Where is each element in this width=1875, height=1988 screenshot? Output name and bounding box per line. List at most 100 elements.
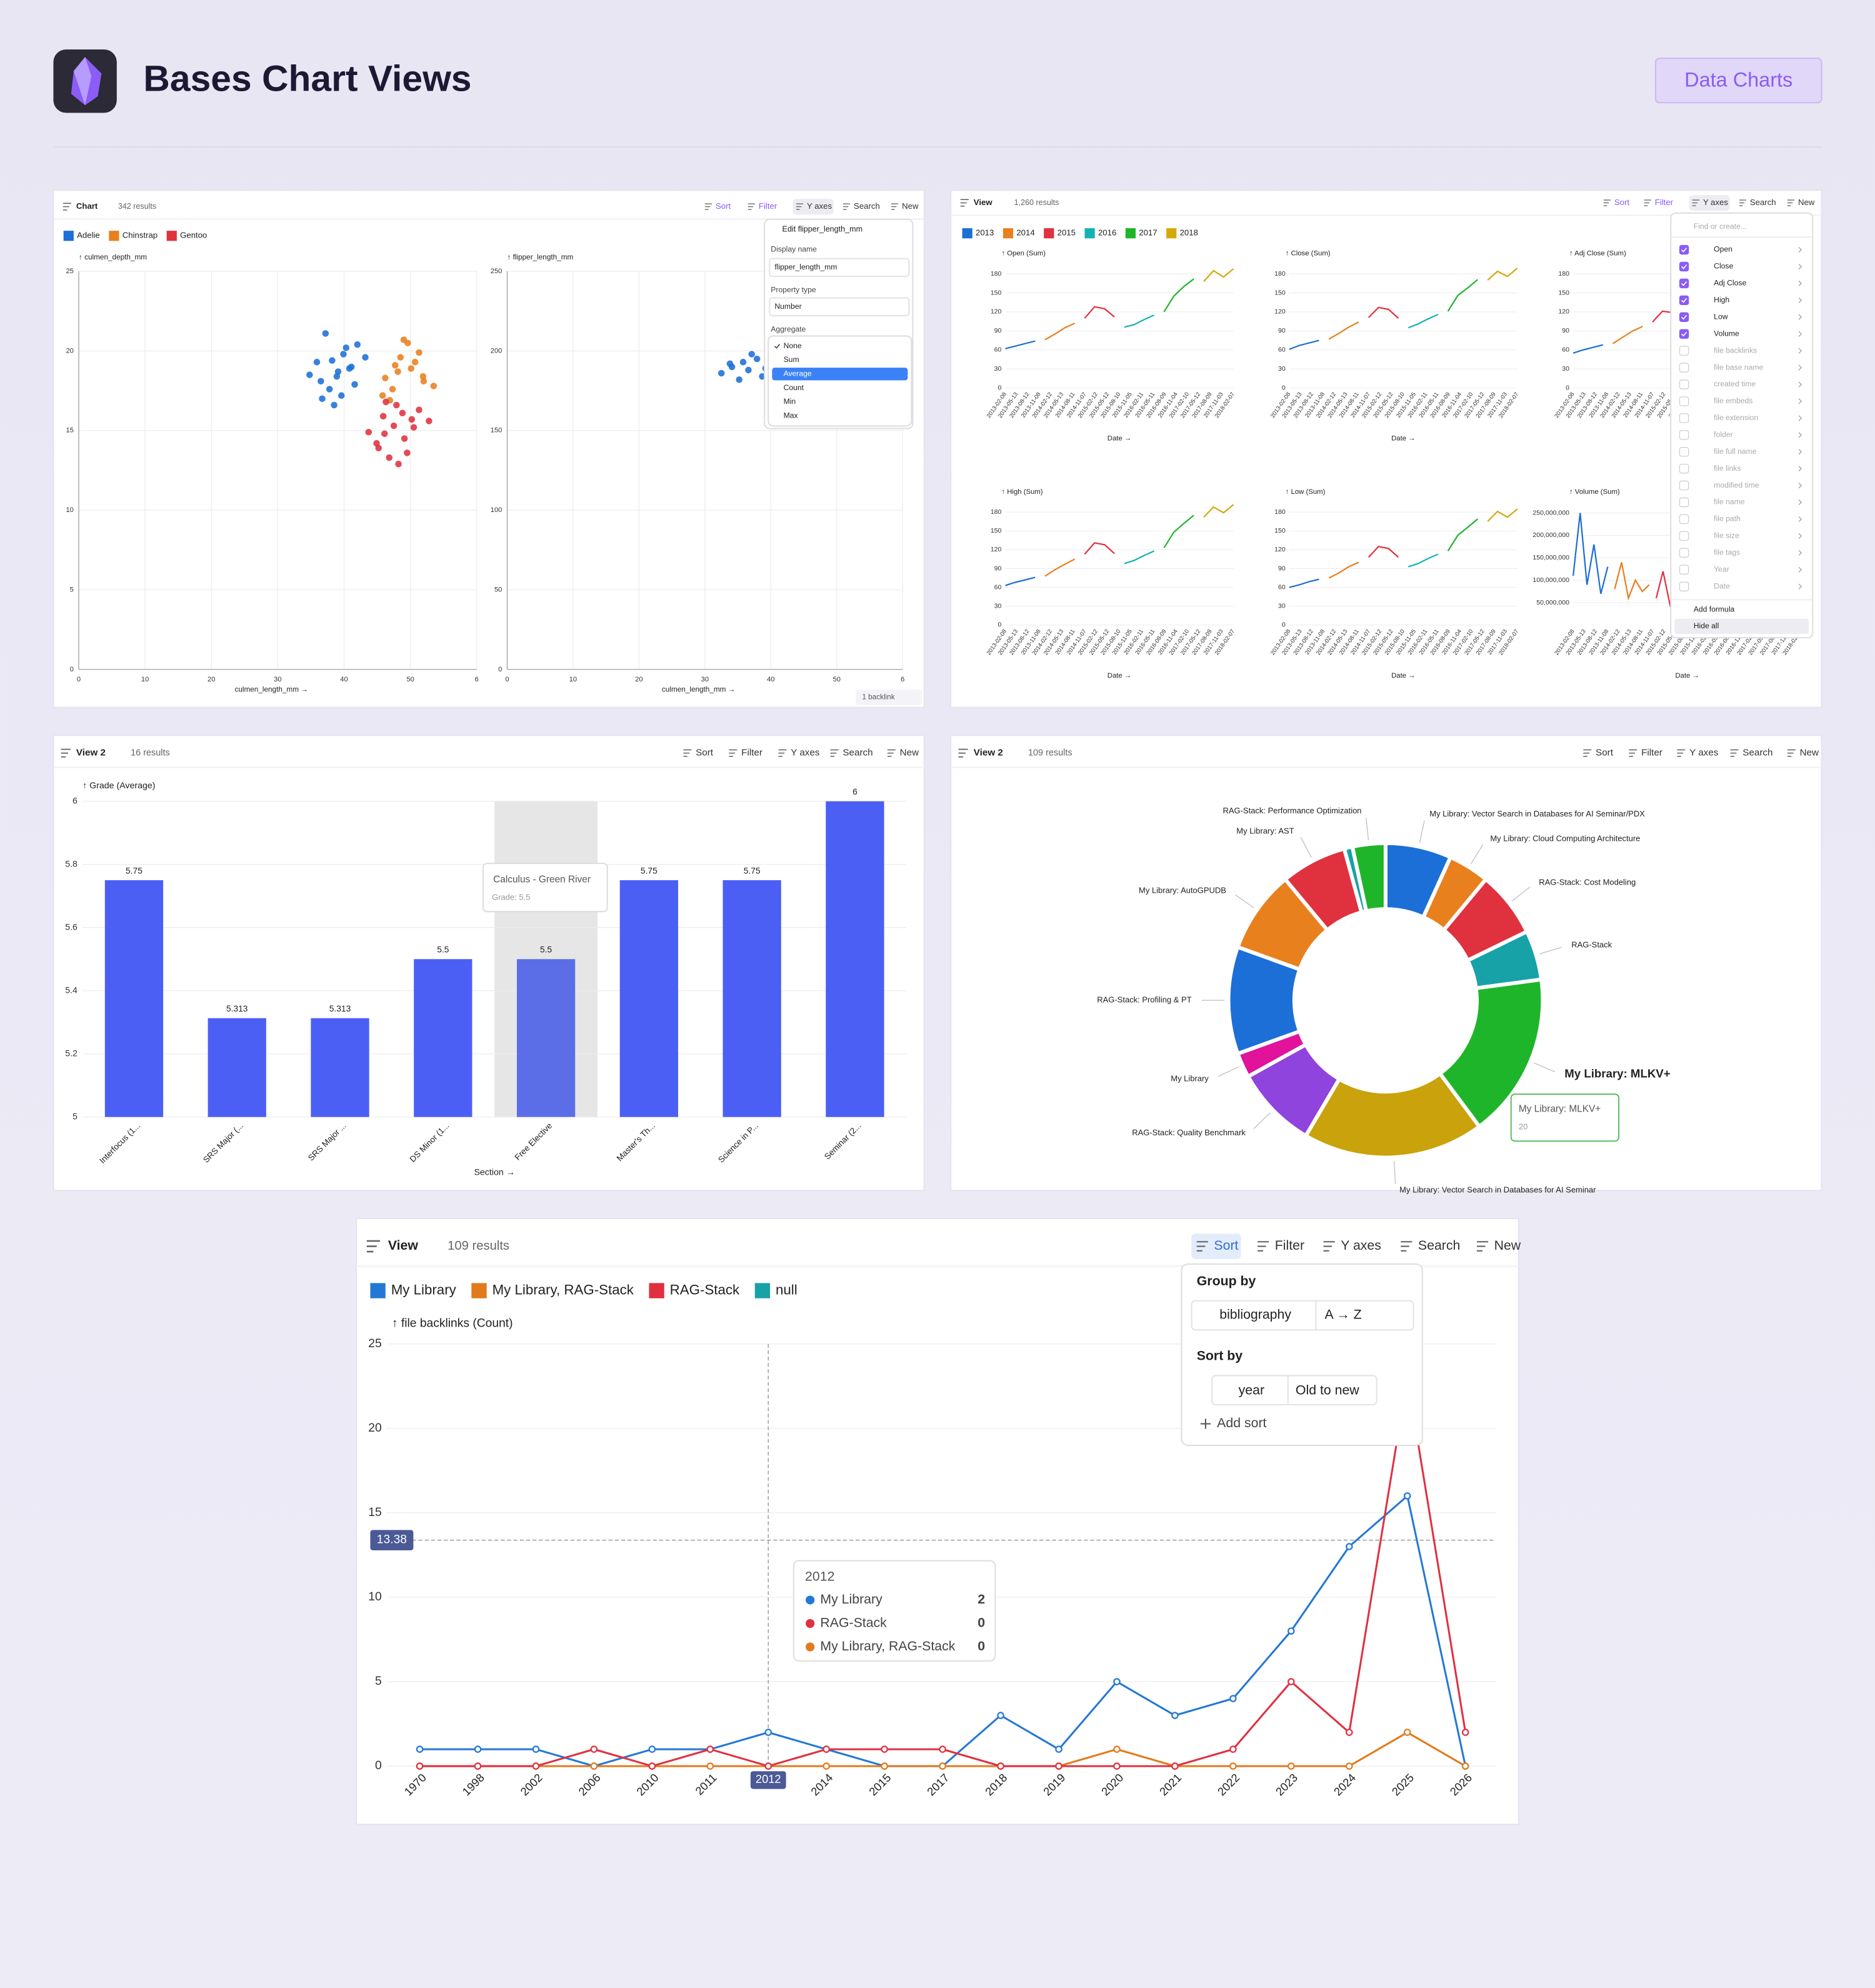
menu-item[interactable]: file name	[1714, 498, 1745, 506]
legend-label: 2016	[1098, 228, 1116, 238]
checkbox	[1679, 514, 1689, 525]
legend-label: 2013	[976, 228, 994, 238]
toolbar-button[interactable]: Y axes	[791, 748, 820, 758]
line-series	[1368, 546, 1399, 558]
result-count: 1,260 results	[1014, 198, 1059, 207]
check	[774, 344, 781, 349]
toolbar-button[interactable]: Sort	[716, 201, 731, 211]
x-axis-label: culmen_length_mm →	[662, 685, 736, 693]
line-point	[1229, 1745, 1237, 1753]
option[interactable]: Sum	[784, 355, 799, 364]
menu-item[interactable]: file embeds	[1714, 396, 1752, 405]
line-series	[1163, 278, 1194, 313]
y-tick-label: 60	[994, 346, 1002, 354]
menu-item[interactable]: file size	[1714, 531, 1739, 540]
toolbar-button[interactable]: Sort	[696, 748, 714, 758]
menu-item[interactable]: file path	[1714, 515, 1741, 523]
toolbar-button[interactable]: New	[1494, 1238, 1521, 1253]
y-tick-label: 0	[375, 1759, 382, 1772]
line-point	[474, 1762, 482, 1770]
popover-title: Edit flipper_length_mm	[782, 224, 862, 233]
line-point	[416, 1762, 424, 1770]
scatter-point	[430, 383, 438, 389]
scatter-point	[416, 349, 422, 356]
menu-item[interactable]: Volume	[1714, 329, 1739, 338]
toolbar-button[interactable]: Y axes	[1703, 198, 1728, 207]
toolbar-button[interactable]: Filter	[759, 201, 778, 211]
toolbar-button[interactable]: New	[902, 201, 919, 211]
menu-item[interactable]: file tags	[1714, 548, 1740, 557]
toolbar-button[interactable]: Search	[1742, 748, 1772, 758]
menu-item[interactable]: file links	[1714, 464, 1741, 473]
toolbar-button[interactable]: Y axes	[1341, 1238, 1381, 1253]
toolbar-button[interactable]: Filter	[1641, 748, 1662, 758]
y-tick-label: 30	[994, 602, 1002, 610]
option[interactable]: Min	[784, 397, 796, 406]
checkbox	[1679, 244, 1689, 255]
chevron	[1798, 533, 1802, 539]
menu-item[interactable]: High	[1714, 296, 1729, 304]
line-series	[1614, 562, 1650, 601]
toolbar-button[interactable]: Y axes	[807, 201, 832, 211]
add-sort[interactable]: Add sort	[1217, 1415, 1266, 1430]
menu-item[interactable]: modified time	[1714, 481, 1759, 489]
sort-property: year	[1239, 1382, 1264, 1397]
check	[1681, 298, 1688, 303]
option[interactable]: None	[784, 341, 802, 350]
toolbar-button[interactable]: Sort	[1596, 748, 1614, 758]
chevron	[1798, 247, 1802, 253]
legend-label: 2015	[1058, 228, 1076, 238]
option[interactable]: Average	[784, 369, 812, 378]
option[interactable]: Max	[784, 411, 798, 419]
menu-item[interactable]: Date	[1714, 581, 1730, 590]
scatter-point	[400, 336, 408, 343]
checkbox	[1679, 497, 1689, 508]
menu-item[interactable]: file full name	[1714, 447, 1756, 456]
menu-item[interactable]: file base name	[1714, 363, 1763, 371]
menu-item[interactable]: Year	[1714, 565, 1729, 573]
toolbar-button[interactable]: Search	[1418, 1238, 1460, 1253]
toolbar-button[interactable]: Sort	[1214, 1238, 1238, 1253]
menu-item[interactable]: file backlinks	[1714, 346, 1757, 354]
line-series	[1368, 306, 1399, 319]
line-point	[881, 1762, 888, 1770]
scatter-point	[382, 398, 389, 406]
toolbar-button[interactable]: New	[900, 748, 919, 758]
menu-item[interactable]: Open	[1714, 245, 1732, 254]
option-highlight	[772, 368, 908, 381]
line-point	[764, 1729, 772, 1736]
x-tick-label: 50	[833, 676, 841, 683]
menu-item[interactable]: file extension	[1714, 413, 1758, 422]
plus-icon	[1200, 1418, 1211, 1429]
toolbar-button[interactable]: Filter	[1275, 1238, 1304, 1253]
toolbar-button[interactable]: Search	[842, 748, 872, 758]
option[interactable]: Count	[784, 383, 804, 392]
menu-item[interactable]: Adj Close	[1714, 279, 1746, 288]
toolbar-button[interactable]: New	[1800, 748, 1819, 758]
toolbar-button[interactable]: Search	[854, 201, 880, 211]
toolbar-button[interactable]: Search	[1750, 198, 1776, 207]
line-series	[1328, 321, 1359, 340]
menu-item[interactable]: Low	[1714, 312, 1728, 321]
line-series	[1044, 323, 1076, 341]
menu-item[interactable]: created time	[1714, 379, 1756, 388]
toolbar-button[interactable]: Y axes	[1689, 748, 1719, 758]
toolbar-button[interactable]: Sort	[1614, 198, 1629, 207]
x-tick-label: 0	[77, 676, 81, 683]
toolbar-button[interactable]: New	[1798, 198, 1815, 207]
toolbar-button[interactable]: Filter	[741, 748, 762, 758]
checkbox	[1679, 430, 1689, 440]
menu-item[interactable]: Close	[1714, 262, 1733, 271]
y-tick-label: 60	[994, 583, 1002, 591]
menu-action[interactable]: Hide all	[1694, 621, 1719, 630]
line-series	[1408, 313, 1439, 329]
toolbar-button[interactable]: Filter	[1655, 198, 1674, 207]
checkbox	[1679, 363, 1689, 373]
menu-item[interactable]: folder	[1714, 430, 1732, 439]
line-point	[939, 1762, 946, 1770]
y-tick-label: 90	[994, 327, 1002, 334]
menu-action[interactable]: Add formula	[1694, 605, 1735, 614]
badge-text: Data Charts	[1684, 68, 1792, 91]
y-tick-label: 5	[72, 1112, 78, 1122]
x-tick-label: 40	[767, 676, 774, 683]
